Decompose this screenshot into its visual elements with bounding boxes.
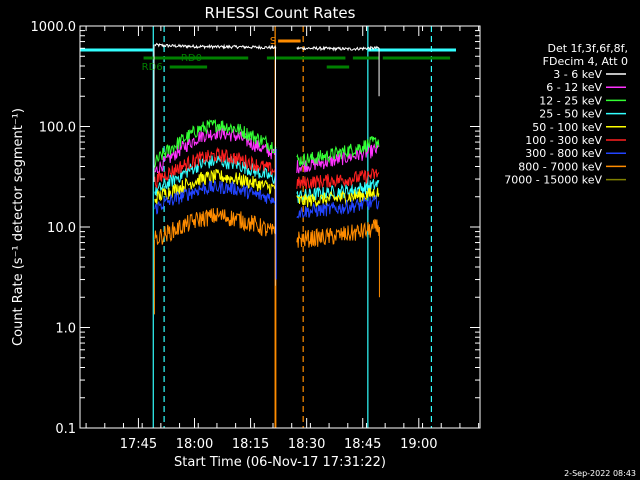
series-line-5-segment-0 — [154, 146, 277, 189]
series-line-6-segment-1 — [296, 195, 380, 219]
series-line-2-segment-0 — [154, 119, 277, 168]
series-line-4-segment-1 — [296, 187, 380, 208]
legend-entry-label-0: 3 - 6 keV — [553, 68, 602, 81]
series-line-2-segment-1 — [296, 136, 380, 167]
series-line-7-segment-0 — [154, 207, 277, 245]
y-tick-label: 0.1 — [55, 422, 76, 437]
rd0-label: RD0 — [181, 53, 202, 64]
legend-entry-label-1: 6 - 12 keV — [546, 81, 602, 94]
legend-entry-label-3: 25 - 50 keV — [539, 108, 602, 121]
rd6-label: RD6 — [142, 62, 163, 73]
legend-entry-label-6: 300 - 800 keV — [525, 147, 602, 160]
legend-entry-label-4: 50 - 100 keV — [532, 121, 602, 134]
series-line-0-segment-0 — [154, 42, 277, 50]
legend-entry-label-2: 12 - 25 keV — [539, 94, 602, 107]
data-series — [153, 42, 380, 428]
series-line-6-segment-0 — [154, 180, 277, 215]
legend: Det 1f,3f,6f,8f,FDecim 4, Att 03 - 6 keV… — [504, 42, 628, 187]
legend-header-line: FDecim 4, Att 0 — [543, 55, 628, 68]
x-tick-label: 18:30 — [288, 437, 325, 452]
x-tick-label: 18:45 — [344, 437, 381, 452]
timestamp-footer: 2-Sep-2022 08:43 — [564, 469, 636, 478]
axes: 1000.0 100.0 10.0 1.0 0.1 17:45 18:00 18:15 18:3… — [31, 20, 480, 452]
y-tick-label: 100.0 — [39, 121, 76, 136]
s-label: S — [270, 36, 276, 47]
legend-entry-label-8: 7000 - 15000 keV — [504, 174, 602, 187]
x-axis-label: Start Time (06-Nov-17 17:31:22) — [174, 455, 386, 470]
series-line-7-segment-1 — [296, 218, 380, 248]
y-tick-label: 1.0 — [55, 322, 76, 337]
x-tick-label: 18:00 — [176, 437, 213, 452]
y-axis-label: Count Rate (s⁻¹ detector segment⁻¹) — [11, 108, 26, 346]
legend-entry-label-7: 800 - 7000 keV — [518, 160, 602, 173]
series-line-4-segment-0 — [154, 168, 277, 205]
chart-title: RHESSI Count Rates — [205, 4, 356, 22]
y-tick-label: 1000.0 — [31, 20, 77, 35]
series-line-0-segment-1 — [296, 45, 380, 52]
x-tick-label: 17:45 — [120, 437, 157, 452]
x-tick-label: 19:00 — [400, 437, 437, 452]
y-tick-label: 10.0 — [47, 221, 76, 236]
x-tick-label: 18:15 — [232, 437, 269, 452]
series-line-5-segment-1 — [296, 168, 380, 190]
legend-header-line: Det 1f,3f,6f,8f, — [547, 42, 628, 55]
series-line-3-segment-1 — [296, 178, 380, 203]
legend-entry-label-5: 100 - 300 keV — [525, 134, 602, 147]
state-bars: RD0 RD6 S — [80, 36, 456, 73]
